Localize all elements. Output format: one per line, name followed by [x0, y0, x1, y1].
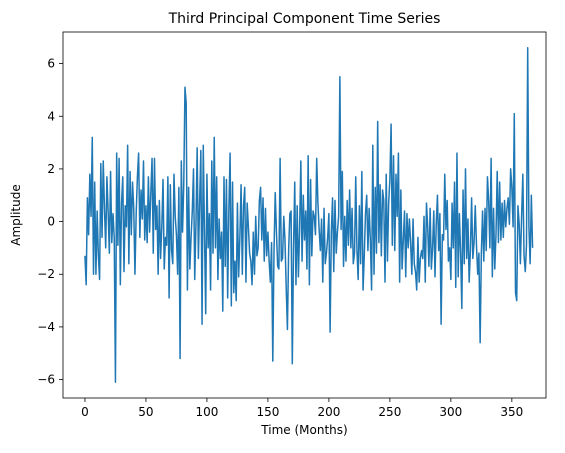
chart-title: Third Principal Component Time Series: [168, 11, 441, 27]
y-axis-label: Amplitude: [9, 184, 23, 246]
x-tick-label: 250: [378, 405, 401, 419]
x-tick-label: 350: [500, 405, 523, 419]
y-tick-label: −6: [37, 373, 55, 387]
axes-frame: [62, 31, 547, 399]
x-tick-label: 100: [195, 405, 218, 419]
y-tick-label: 6: [47, 57, 55, 71]
x-tick-label: 300: [439, 405, 462, 419]
x-tick-label: 50: [138, 405, 153, 419]
x-tick-label: 0: [81, 405, 89, 419]
y-tick-label: 0: [47, 215, 55, 229]
series-line-0: [84, 47, 534, 383]
y-tick-label: −2: [37, 267, 55, 281]
y-tick-label: 2: [47, 162, 55, 176]
axes: 0 50 100 150 200 250 300 350 −6 −4 −2 0 2 4 6: [37, 31, 547, 419]
x-tick-label: 200: [317, 405, 340, 419]
y-tick-label: 4: [47, 109, 55, 123]
y-tick-label: −4: [37, 320, 55, 334]
x-tick-label: 150: [256, 405, 279, 419]
x-axis-label: Time (Months): [260, 423, 347, 437]
plot-area: [84, 47, 534, 383]
